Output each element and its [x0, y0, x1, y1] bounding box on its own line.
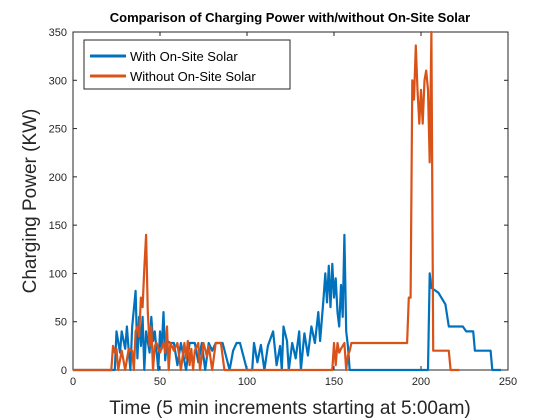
- y-tick-label: 100: [49, 268, 67, 280]
- x-tick-label: 150: [325, 376, 343, 388]
- y-tick-label: 300: [49, 75, 67, 87]
- tick-labels: 0 50 100 150 200 250 0 50 100 150 200 250 300 350: [49, 27, 518, 388]
- series-group: [73, 30, 501, 372]
- chart-title: Comparison of Charging Power with/withou…: [110, 10, 470, 25]
- y-tick-label: 50: [55, 317, 67, 329]
- series-line-without-solar: [73, 30, 460, 372]
- series-line-with-solar: [73, 233, 501, 372]
- x-tick-label: 50: [154, 376, 166, 388]
- legend-label-with-solar: With On-Site Solar: [130, 49, 238, 64]
- legend: With On-Site Solar Without On-Site Solar: [83, 39, 291, 90]
- y-axis-label: Charging Power (KW): [20, 109, 41, 294]
- legend-box: [83, 39, 291, 90]
- legend-label-without-solar: Without On-Site Solar: [130, 69, 256, 84]
- y-tick-label: 350: [49, 27, 67, 39]
- x-tick-label: 200: [412, 376, 430, 388]
- y-tick-label: 250: [49, 124, 67, 136]
- x-tick-label: 0: [70, 376, 76, 388]
- y-tick-label: 0: [61, 365, 67, 377]
- x-tick-label: 250: [499, 376, 517, 388]
- x-tick-label: 100: [238, 376, 256, 388]
- y-tick-label: 200: [49, 172, 67, 184]
- y-tick-label: 150: [49, 220, 67, 232]
- x-axis-label: Time (5 min increments starting at 5:00a…: [109, 398, 470, 419]
